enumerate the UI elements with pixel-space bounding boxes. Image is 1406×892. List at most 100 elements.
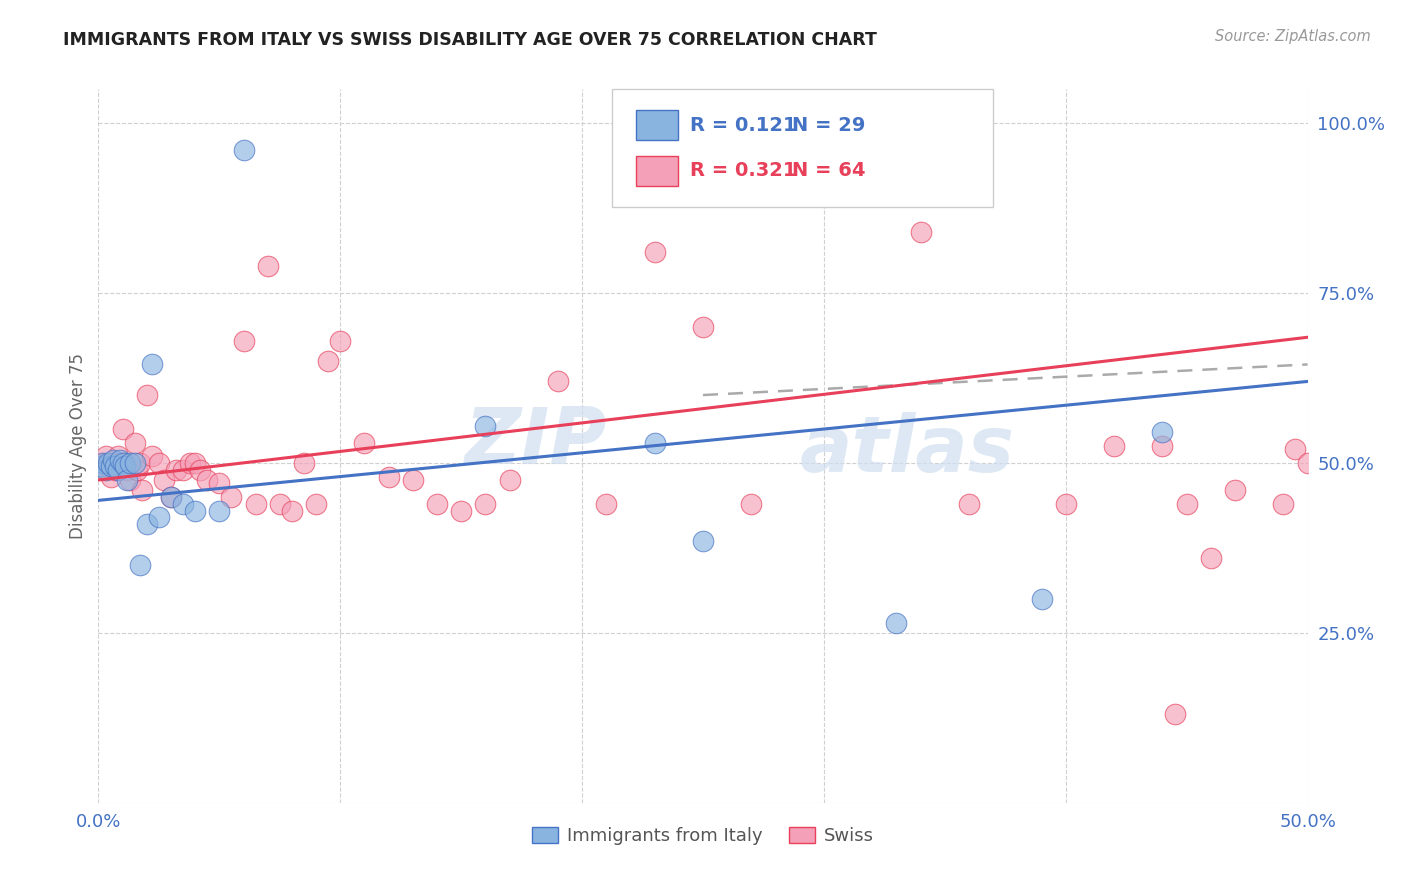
Y-axis label: Disability Age Over 75: Disability Age Over 75 [69, 353, 87, 539]
Text: R = 0.321: R = 0.321 [690, 161, 796, 180]
Point [208, 503, 231, 517]
Point [101, 456, 124, 470]
Point [595, 497, 617, 511]
Point [692, 534, 714, 549]
Point [131, 483, 153, 498]
Point [127, 463, 149, 477]
Point [474, 497, 496, 511]
Text: ZIP: ZIP [464, 404, 606, 481]
Point [1031, 591, 1053, 606]
Point [141, 358, 163, 372]
Point [91, 463, 114, 477]
Point [124, 456, 146, 470]
Point [90, 456, 112, 470]
Point [148, 510, 170, 524]
Point [97, 456, 120, 470]
Point [353, 435, 375, 450]
Point [316, 354, 339, 368]
Point [141, 449, 163, 463]
Point [108, 456, 131, 470]
Point [377, 469, 399, 483]
Point [184, 456, 207, 470]
Point [165, 463, 187, 477]
Point [644, 435, 666, 450]
Text: N = 29: N = 29 [793, 116, 866, 135]
Point [1199, 551, 1222, 566]
FancyBboxPatch shape [637, 156, 678, 186]
Point [152, 473, 174, 487]
Point [114, 459, 136, 474]
Point [100, 459, 122, 474]
Point [837, 161, 859, 175]
Point [1296, 456, 1319, 470]
Point [114, 456, 136, 470]
Point [329, 334, 352, 348]
Text: R = 0.121: R = 0.121 [690, 116, 796, 135]
Point [184, 503, 207, 517]
Point [245, 497, 267, 511]
Point [1152, 439, 1174, 453]
Point [402, 473, 425, 487]
Point [135, 388, 157, 402]
Point [450, 503, 472, 517]
Point [108, 452, 131, 467]
Point [94, 463, 117, 477]
Point [91, 456, 114, 470]
Point [97, 459, 120, 474]
Point [1163, 707, 1185, 722]
Point [111, 456, 134, 470]
Point [957, 497, 980, 511]
Point [498, 473, 520, 487]
Point [1284, 442, 1306, 457]
Point [172, 497, 194, 511]
Point [104, 463, 127, 477]
Point [101, 452, 124, 467]
Point [111, 422, 134, 436]
Text: N = 64: N = 64 [793, 161, 866, 180]
Point [104, 459, 127, 474]
Point [1272, 497, 1295, 511]
Point [232, 144, 254, 158]
Point [1175, 497, 1198, 511]
Point [148, 456, 170, 470]
Point [547, 375, 569, 389]
Point [1223, 483, 1246, 498]
Point [1102, 439, 1125, 453]
Point [221, 490, 243, 504]
Point [179, 456, 201, 470]
FancyBboxPatch shape [637, 111, 678, 140]
Point [107, 463, 129, 477]
Point [172, 463, 194, 477]
Point [474, 418, 496, 433]
Point [117, 473, 139, 487]
Point [195, 473, 218, 487]
Point [188, 463, 211, 477]
Point [1152, 425, 1174, 440]
Point [124, 435, 146, 450]
Point [160, 490, 183, 504]
Point [281, 503, 304, 517]
Point [232, 334, 254, 348]
Point [1054, 497, 1077, 511]
Point [100, 469, 122, 483]
Point [90, 459, 112, 474]
Point [94, 449, 117, 463]
Point [740, 497, 762, 511]
Point [269, 497, 291, 511]
Point [644, 245, 666, 260]
Point [305, 497, 328, 511]
Point [910, 225, 932, 239]
Text: atlas: atlas [800, 411, 1015, 488]
FancyBboxPatch shape [613, 89, 993, 207]
Point [426, 497, 449, 511]
Point [292, 456, 315, 470]
Point [128, 456, 150, 470]
Point [256, 259, 278, 273]
Point [208, 476, 231, 491]
Point [128, 558, 150, 572]
Point [135, 517, 157, 532]
Point [886, 615, 908, 630]
Point [118, 473, 141, 487]
Point [107, 449, 129, 463]
Point [160, 490, 183, 504]
